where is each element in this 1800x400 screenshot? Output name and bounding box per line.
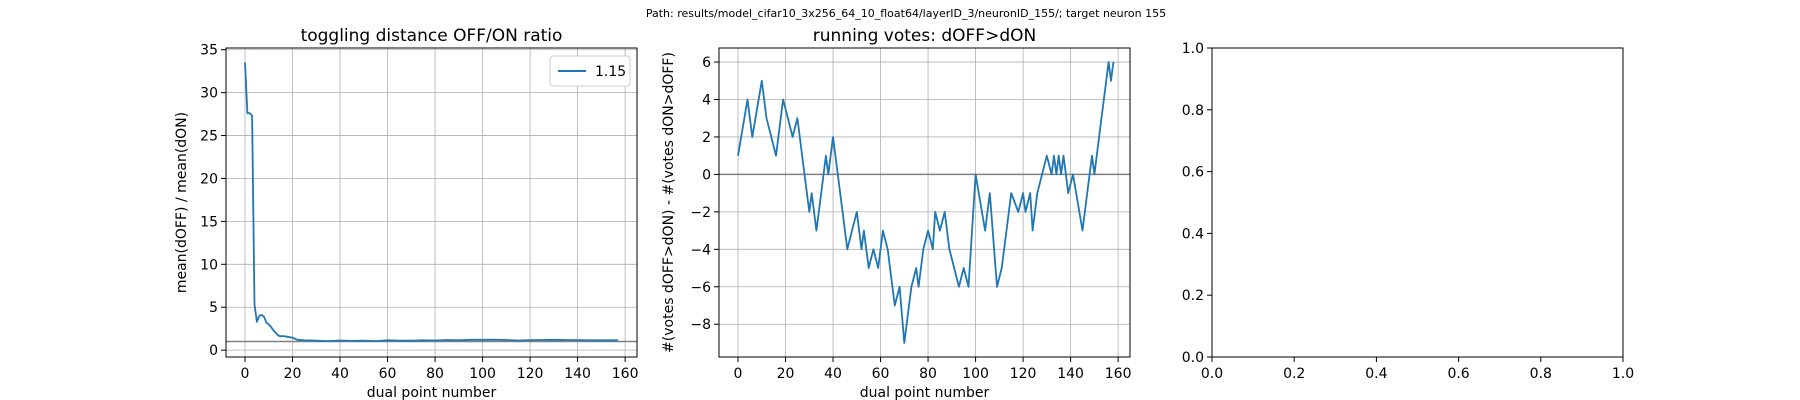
figure-suptitle: Path: results/model_cifar10_3x256_64_10_… <box>646 7 1166 20</box>
x-tick-label: 120 <box>517 366 544 382</box>
axes-frame <box>225 47 638 358</box>
y-tick-label: 0 <box>209 343 218 359</box>
y-axis-label: mean(dOFF) / mean(dON) <box>174 112 190 293</box>
legend-label: 1.15 <box>595 64 626 80</box>
y-tick-label: 0.0 <box>1182 350 1204 366</box>
x-tick-label: 120 <box>1010 366 1037 382</box>
y-tick-label: 0 <box>702 167 711 183</box>
x-tick-label: 60 <box>379 366 397 382</box>
y-tick-label: 20 <box>200 171 218 187</box>
y-tick-label: 15 <box>200 214 218 230</box>
x-tick-label: 40 <box>331 366 349 382</box>
axes-frame <box>1211 47 1624 358</box>
y-tick-label: 0.2 <box>1182 288 1204 304</box>
y-tick-label: 2 <box>702 130 711 146</box>
x-tick-label: 0.8 <box>1530 366 1552 382</box>
subplots: 0 20 40 60 80 100 120 140 16005101520253035toggl… <box>174 26 1634 400</box>
series-line <box>244 62 618 343</box>
y-tick-label: 35 <box>200 43 218 59</box>
legend: 1.15 <box>549 55 631 87</box>
y-tick-label: 0.4 <box>1182 226 1204 242</box>
x-tick-label: 0.6 <box>1447 366 1469 382</box>
x-tick-label: 60 <box>872 366 890 382</box>
subplot-title: running votes: dOFF>dON <box>813 26 1036 46</box>
x-tick-label: 100 <box>469 366 496 382</box>
x-axis-label: dual point number <box>367 385 497 400</box>
y-tick-label: 25 <box>200 129 218 145</box>
y-tick-label: 1.0 <box>1182 41 1204 57</box>
y-tick-label: 0.8 <box>1182 103 1204 119</box>
x-tick-label: 80 <box>426 366 444 382</box>
x-tick-label: 0.0 <box>1201 366 1223 382</box>
y-tick-label: −6 <box>690 280 711 296</box>
y-tick-label: 4 <box>702 93 711 109</box>
y-tick-label: −2 <box>690 205 711 221</box>
x-tick-label: 140 <box>1057 366 1084 382</box>
x-tick-label: 0 <box>734 366 743 382</box>
x-tick-label: 160 <box>612 366 639 382</box>
axes-frame <box>718 47 1131 358</box>
x-tick-label: 0.2 <box>1283 366 1305 382</box>
x-tick-label: 40 <box>824 366 842 382</box>
x-tick-label: 160 <box>1105 366 1132 382</box>
series-line <box>737 61 1115 344</box>
x-tick-label: 1.0 <box>1612 366 1634 382</box>
subplot-2: 0 20 40 60 80 100 120 140 160 −8 −6 −4 −2 0 2 4 6 running… <box>661 26 1131 400</box>
y-tick-label: 30 <box>200 86 218 102</box>
legend-box <box>549 55 631 87</box>
subplot-3: 0.0 0.2 0.4 0.6 0.8 1.0 0.0 0.2 0.4 0.6 0.8 1.0 <box>1182 41 1634 382</box>
subplot-title: toggling distance OFF/ON ratio <box>301 26 563 46</box>
x-tick-label: 80 <box>919 366 937 382</box>
x-tick-label: 140 <box>564 366 591 382</box>
y-tick-label: −8 <box>690 317 711 333</box>
y-tick-label: 5 <box>209 300 218 316</box>
x-tick-label: 20 <box>777 366 795 382</box>
y-tick-label: 6 <box>702 55 711 71</box>
x-tick-label: 20 <box>284 366 302 382</box>
x-tick-label: 100 <box>962 366 989 382</box>
x-axis-label: dual point number <box>860 385 990 400</box>
y-axis-label: #(votes dOFF>dON) - #(votes dON>dOFF) <box>661 52 677 353</box>
y-tick-label: −4 <box>690 242 711 258</box>
subplot-1: 0 20 40 60 80 100 120 140 160 0 5 10 15 20 25 30 35 toggl… <box>174 26 638 400</box>
x-tick-label: 0.4 <box>1365 366 1387 382</box>
x-tick-label: 0 <box>241 366 250 382</box>
y-tick-label: 10 <box>200 257 218 273</box>
y-tick-label: 0.6 <box>1182 165 1204 181</box>
